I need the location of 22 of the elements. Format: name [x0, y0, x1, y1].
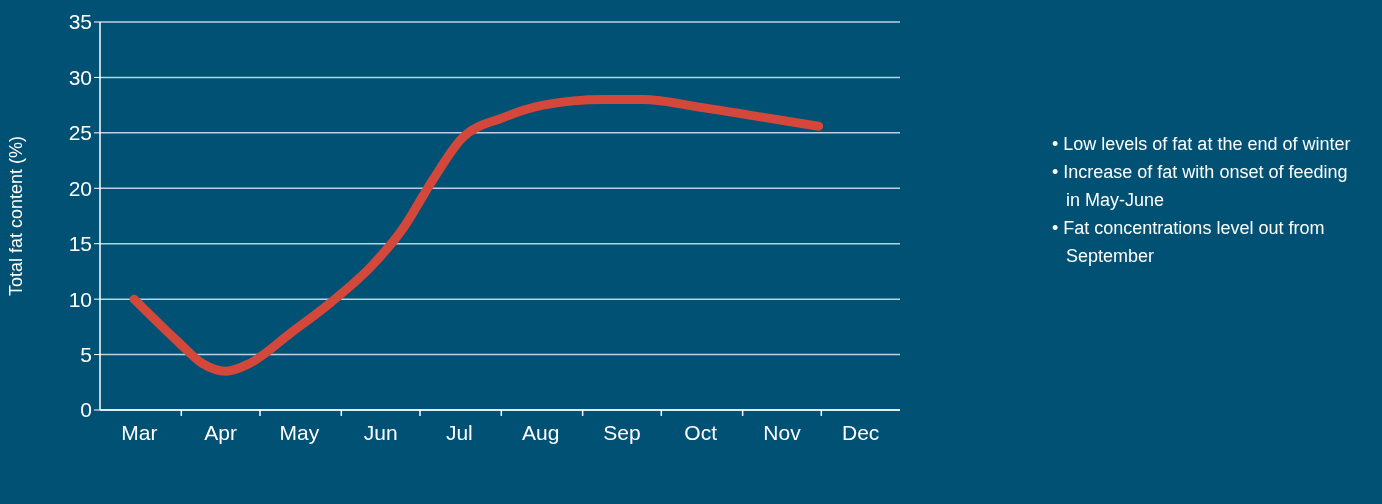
- y-tick-label: 25: [68, 121, 92, 145]
- y-tick-label: 5: [80, 343, 92, 367]
- x-tick-label: Nov: [763, 421, 802, 444]
- x-tick-label: Sep: [603, 421, 641, 444]
- y-axis-title: Total fat content (%): [6, 135, 27, 297]
- x-tick-label: Apr: [204, 421, 237, 444]
- text: • Increase of fat with onset of feeding in May-June: [1052, 161, 1349, 212]
- x-tick-label: Dec: [841, 421, 880, 444]
- x-tick-label: May: [279, 421, 320, 444]
- text: • Low levels of fat at the end of winter: [1052, 133, 1352, 156]
- y-tick-label: 10: [68, 287, 92, 311]
- x-tick-label: Jun: [363, 421, 398, 444]
- y-tick-label: 15: [68, 232, 92, 256]
- y-tick-label: 0: [80, 398, 92, 422]
- y-tick-label: 20: [68, 176, 92, 200]
- text: • Fat concentrations level out from September: [1052, 217, 1326, 268]
- x-tick-label: Oct: [684, 421, 718, 444]
- x-tick-label: Mar: [121, 421, 158, 444]
- y-tick-label: 30: [68, 65, 92, 89]
- x-tick-label: Aug: [521, 421, 560, 444]
- x-tick-label: Jul: [445, 421, 473, 444]
- y-tick-label: 35: [68, 10, 92, 34]
